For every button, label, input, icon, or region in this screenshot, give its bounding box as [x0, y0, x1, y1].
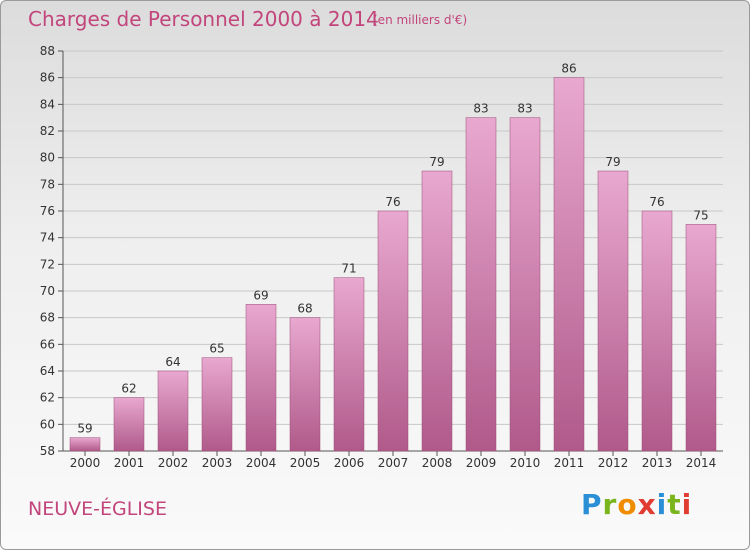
commune-name: NEUVE-ÉGLISE [28, 498, 167, 520]
bar-2009 [465, 117, 497, 452]
bar-2007 [377, 210, 409, 452]
y-tick-label: 62 [40, 391, 55, 405]
y-tick-label: 68 [40, 311, 55, 325]
bar-2004 [245, 304, 277, 452]
x-tick-label: 2007 [378, 456, 409, 470]
bar-value-label: 62 [121, 382, 136, 396]
proxiti-logo: Proxiti [581, 488, 692, 521]
y-tick-label: 66 [40, 337, 55, 351]
bar-2008 [421, 170, 453, 452]
logo-letter: o [617, 488, 638, 521]
bar-value-label: 71 [341, 262, 356, 276]
bar-2001 [113, 397, 145, 452]
x-tick-label: 2001 [114, 456, 145, 470]
x-tick-label: 2014 [686, 456, 717, 470]
bar-value-label: 86 [561, 62, 576, 76]
chart-unit: (en milliers d'€) [373, 13, 468, 27]
bar-value-label: 64 [165, 355, 180, 369]
bar-value-label: 76 [649, 195, 664, 209]
bar-value-label: 75 [693, 208, 708, 222]
y-tick-label: 86 [40, 71, 55, 85]
y-tick-label: 74 [40, 231, 55, 245]
logo-letter: r [602, 488, 618, 521]
x-tick-label: 2003 [202, 456, 233, 470]
bar-2010 [509, 117, 541, 452]
x-tick-label: 2008 [422, 456, 453, 470]
x-tick-label: 2000 [70, 456, 101, 470]
bar-value-label: 59 [77, 422, 92, 436]
x-tick-label: 2011 [554, 456, 585, 470]
bar-value-label: 83 [517, 102, 532, 116]
chart-title: Charges de Personnel 2000 à 2014 [28, 7, 379, 31]
y-tick-label: 84 [40, 97, 55, 111]
axes: 58 60 62 64 66 68 70 72 74 76 78 80 82 84 86 88 2000 2001… [40, 44, 723, 470]
bar-2005 [289, 317, 321, 452]
x-tick-label: 2013 [642, 456, 673, 470]
y-tick-label: 72 [40, 257, 55, 271]
bar-value-label: 79 [429, 155, 444, 169]
bar-2002 [157, 370, 189, 452]
logo-letter: x [637, 488, 657, 521]
x-tick-label: 2009 [466, 456, 497, 470]
y-tick-label: 82 [40, 124, 55, 138]
bar-value-label: 76 [385, 195, 400, 209]
y-tick-label: 88 [40, 44, 55, 58]
logo-letter: t [667, 488, 682, 521]
x-tick-label: 2006 [334, 456, 365, 470]
bar-value-label: 68 [297, 302, 312, 316]
y-tick-label: 64 [40, 364, 55, 378]
bar-2011 [553, 77, 585, 452]
bar-2003 [201, 357, 233, 452]
logo-letter: P [581, 488, 603, 521]
y-tick-label: 78 [40, 177, 55, 191]
y-tick-label: 60 [40, 417, 55, 431]
bar-value-label: 65 [209, 342, 224, 356]
bar-2014 [685, 224, 717, 452]
bars [69, 77, 717, 452]
logo-letter: i [681, 488, 693, 521]
bar-value-label: 83 [473, 102, 488, 116]
logo-letter: i [656, 488, 668, 521]
bar-2012 [597, 170, 629, 452]
x-tick-label: 2012 [598, 456, 629, 470]
y-tick-label: 58 [40, 444, 55, 458]
bar-2006 [333, 277, 365, 452]
bar-value-label: 79 [605, 155, 620, 169]
bar-value-label: 69 [253, 288, 268, 302]
y-tick-label: 70 [40, 284, 55, 298]
bar-2000 [69, 437, 101, 452]
x-tick-label: 2004 [246, 456, 277, 470]
bar-labels: 59 62 64 65 69 68 71 76 79 83 83 86 79 76 75 [77, 62, 708, 436]
bar-2013 [641, 210, 673, 452]
x-tick-label: 2002 [158, 456, 189, 470]
x-tick-label: 2010 [510, 456, 541, 470]
x-tick-label: 2005 [290, 456, 321, 470]
y-tick-label: 76 [40, 204, 55, 218]
y-tick-label: 80 [40, 151, 55, 165]
